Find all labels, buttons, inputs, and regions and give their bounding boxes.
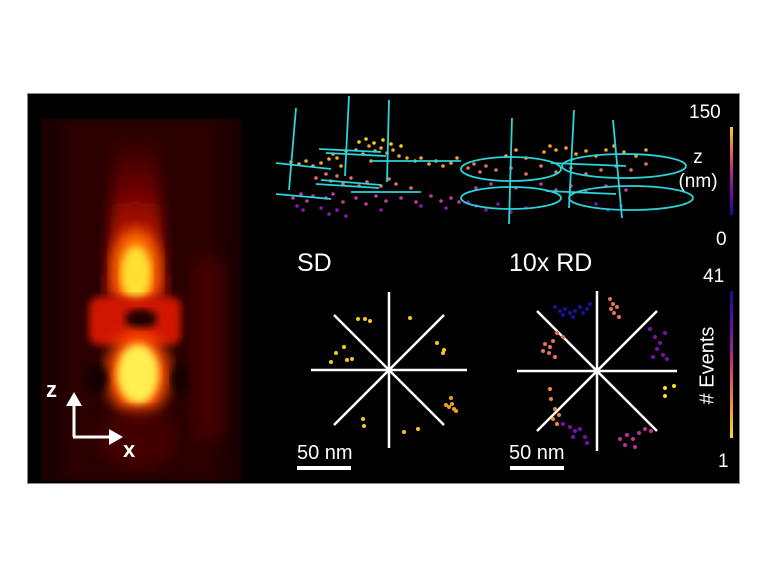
colorbar-z: [730, 127, 733, 215]
psf-heatmap: [41, 119, 241, 481]
axis-x-label: x: [123, 437, 136, 462]
colorbar-z-label: z (nm): [670, 146, 726, 194]
colorbar-events-max: 41: [703, 266, 725, 287]
axes-arrows-icon: [66, 392, 123, 445]
sd-title: SD: [297, 249, 332, 277]
cluster-nw: [553, 302, 592, 319]
figure-panel: z x: [27, 93, 740, 484]
colorbar-z-label-line1: z: [693, 147, 703, 168]
projection-3d-rings: [460, 109, 694, 225]
points-top: [289, 137, 461, 218]
colorbar-z-max: 150: [689, 102, 721, 123]
cyan-axes: [275, 95, 461, 200]
projection-3d-axes: [275, 95, 461, 218]
colorbar-events-label: # Events: [696, 326, 719, 405]
colorbar-z-label-line2: (nm): [678, 171, 718, 192]
cyan-rings: [460, 109, 694, 225]
sd-radial-plot: [311, 292, 467, 448]
sd-scale-bar: [297, 466, 351, 470]
psf-image: z x: [41, 119, 241, 481]
rd-scale-bar-label: 50 nm: [509, 442, 565, 464]
colorbar-events-min: 1: [718, 451, 729, 472]
rd-scale-bar: [510, 466, 564, 470]
colorbar-events: [730, 291, 733, 438]
sd-scale-bar-label: 50 nm: [297, 442, 353, 464]
rd-radial-plot: [517, 291, 677, 451]
axis-z-label: z: [46, 377, 57, 402]
colorbar-z-min: 0: [716, 229, 727, 250]
rd-title: 10x RD: [509, 249, 593, 277]
